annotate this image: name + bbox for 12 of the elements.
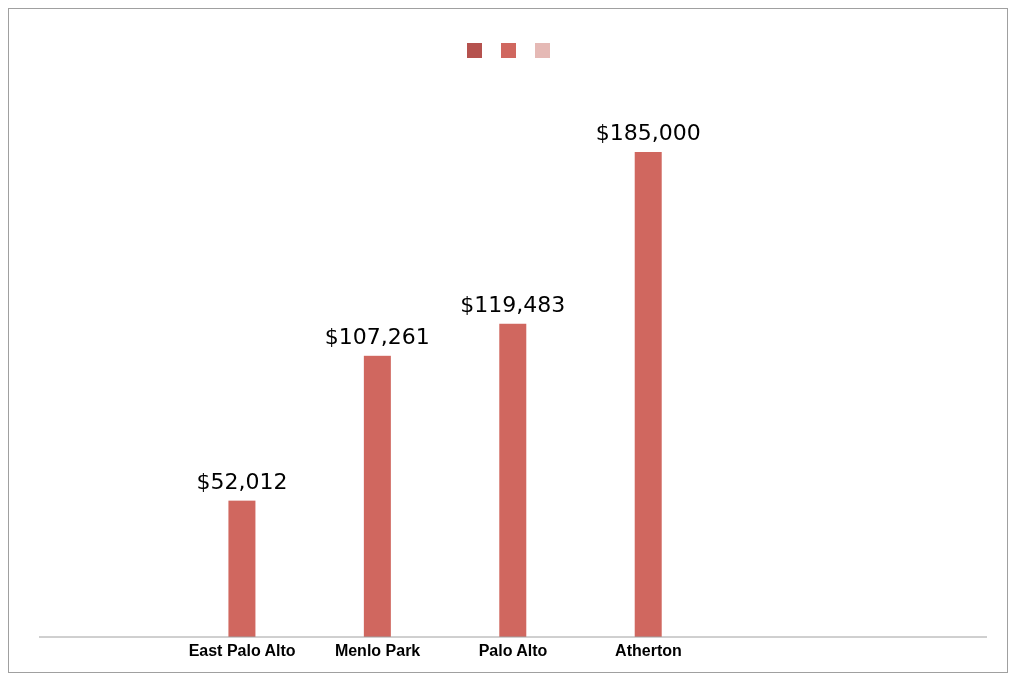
data-label: $107,261: [324, 323, 430, 349]
bar: [499, 323, 527, 637]
data-label: $185,000: [595, 120, 701, 145]
x-tick-label: Menlo Park: [334, 642, 421, 660]
bar: [363, 355, 391, 637]
data-label: $119,483: [460, 291, 566, 317]
bar: [634, 152, 662, 637]
data-label: $52,012: [196, 468, 288, 494]
x-tick-label: Atherton: [615, 642, 682, 660]
bar: [228, 500, 256, 637]
x-tick-label: East Palo Alto: [188, 642, 296, 660]
x-tick-label: Palo Alto: [478, 642, 548, 660]
